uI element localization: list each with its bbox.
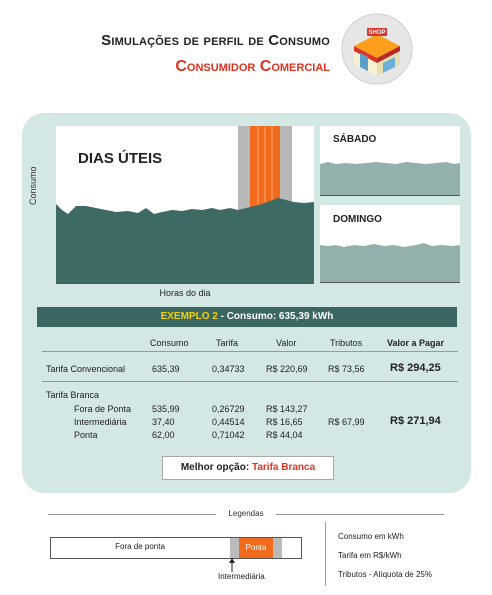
branca-ponta-label: Ponta — [74, 430, 98, 440]
legend-note-consumo: Consumo em kWh — [338, 532, 404, 541]
legend-separator — [325, 522, 326, 586]
convencional-tributos: R$ 73,56 — [328, 364, 365, 374]
branca-ponta-consumo: 62,00 — [152, 430, 175, 440]
legend-line-right — [276, 514, 444, 515]
branca-inter-consumo: 37,40 — [152, 417, 175, 427]
sunday-label: DOMINGO — [333, 214, 382, 225]
legend-title: Legendas — [228, 509, 264, 518]
saturday-label: SÁBADO — [333, 134, 377, 145]
branca-inter-tarifa: 0,44514 — [212, 417, 245, 427]
branca-ponta-tarifa: 0,71042 — [212, 430, 245, 440]
branca-fora-tarifa: 0,26729 — [212, 404, 245, 414]
col-tributos: Tributos — [330, 338, 363, 348]
convencional-total: R$ 294,25 — [390, 362, 441, 374]
branca-label: Tarifa Branca — [46, 390, 100, 400]
legend-fora-ponta: Fora de ponta — [115, 542, 165, 551]
legend-intermediate-left — [230, 538, 239, 558]
weekday-label: DIAS ÚTEIS — [78, 150, 163, 167]
col-tarifa: Tarifa — [216, 338, 239, 348]
branca-fora-consumo: 535,99 — [152, 404, 180, 414]
col-valor-pagar: Valor a Pagar — [387, 338, 445, 348]
example-prefix: EXEMPLO 2 — [160, 311, 218, 322]
convencional-valor: R$ 220,69 — [266, 364, 308, 374]
legend-line-left — [48, 514, 216, 515]
row-divider — [42, 381, 458, 382]
best-option-label: Melhor opção: — [180, 462, 252, 473]
best-option-value: Tarifa Branca — [251, 462, 316, 473]
legend-peak — [239, 538, 273, 558]
weekday-chart — [56, 126, 314, 284]
branca-total: R$ 271,94 — [390, 415, 441, 427]
branca-ponta-valor: R$ 44,04 — [266, 430, 303, 440]
shop-icon: SHOP — [341, 13, 413, 85]
legend-intermediate-right — [273, 538, 282, 558]
col-consumo: Consumo — [150, 338, 189, 348]
saturday-consumption-area — [320, 162, 460, 196]
convencional-consumo: 635,39 — [152, 364, 180, 374]
weekday-consumption-area — [56, 198, 314, 284]
branca-inter-valor: R$ 16,65 — [266, 417, 303, 427]
legend-ponta-label: Ponta — [245, 543, 267, 552]
best-option-box: Melhor opção: Tarifa Branca — [162, 456, 334, 480]
up-arrow-icon — [229, 558, 235, 572]
branca-fora-label: Fora de Ponta — [74, 404, 132, 414]
convencional-tarifa: 0,34733 — [212, 364, 245, 374]
x-axis-label: Horas do dia — [159, 288, 211, 298]
legend-note-tarifa: Tarifa em R$/kWh — [338, 551, 402, 560]
col-valor: Valor — [276, 338, 297, 348]
branca-tributos: R$ 67,99 — [328, 417, 365, 427]
example-consumption: - Consumo: 635,39 kWh — [217, 311, 334, 322]
shop-sign-text: SHOP — [368, 30, 385, 36]
sunday-chart — [320, 205, 460, 283]
branca-fora-valor: R$ 143,27 — [266, 404, 308, 414]
convencional-label: Tarifa Convencional — [46, 364, 126, 374]
y-axis-label: Consumo — [28, 166, 38, 205]
saturday-chart — [320, 126, 460, 196]
example-banner: EXEMPLO 2 - Consumo: 635,39 kWh — [37, 307, 457, 327]
sunday-consumption-area — [320, 243, 460, 283]
branca-inter-label: Intermediária — [74, 417, 127, 427]
legend-note-tributos: Tributos - Alíquota de 25% — [338, 570, 432, 579]
page-title: Simulações de perfil de Consumo — [101, 32, 330, 49]
legend-intermediaria: Intermediária — [218, 572, 265, 581]
header-divider — [42, 351, 458, 352]
page-subtitle: Consumidor Comercial — [175, 58, 330, 75]
